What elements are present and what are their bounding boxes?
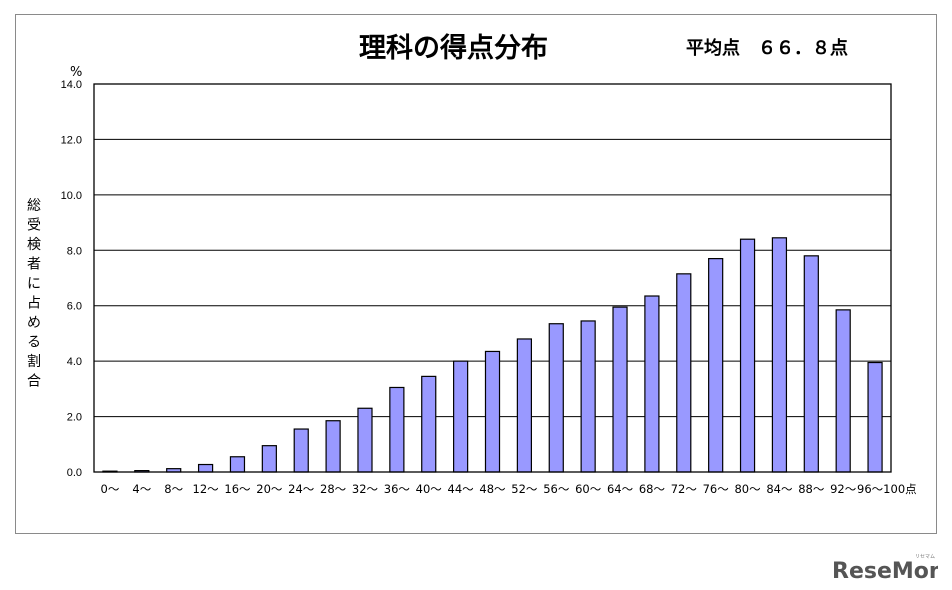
y-tick-label: 14.0	[61, 79, 82, 91]
x-tick-label: 44〜	[448, 482, 475, 496]
average-score: 平均点 ６６．８点	[686, 37, 848, 59]
bar	[389, 386, 405, 473]
y-tick-label: 10.0	[61, 190, 82, 202]
bar	[516, 338, 532, 473]
x-tick-label: 84〜	[766, 482, 793, 496]
gridlines	[94, 138, 891, 418]
x-tick-label: 28〜	[320, 482, 347, 496]
resemom-watermark: リセマム ReseMom	[832, 554, 938, 582]
watermark-logo: ReseMom	[832, 559, 938, 582]
y-axis-label-char: 合	[27, 374, 41, 390]
y-axis-unit: %	[70, 65, 82, 80]
bar	[867, 361, 883, 473]
chart-frame: 理科の得点分布 平均点 ６６．８点 % 総受検者に占める割合 0.0 2.0 4.0…	[15, 14, 937, 534]
y-tick-label: 4.0	[67, 356, 82, 368]
x-tick-label: 96〜100点	[857, 482, 917, 496]
y-tick-label: 6.0	[67, 301, 82, 313]
x-ticks: 0〜 4〜 8〜 12〜 16〜 20〜 24〜 28〜 32〜 36〜 40〜 44〜 48〜 52〜 5…	[101, 482, 917, 496]
bar	[708, 258, 724, 473]
x-tick-label: 20〜	[256, 482, 283, 496]
bar	[325, 420, 341, 473]
bar	[612, 306, 628, 473]
x-tick-label: 8〜	[164, 482, 183, 496]
y-tick-label: 8.0	[67, 245, 82, 257]
x-tick-label: 16〜	[224, 482, 251, 496]
bar	[835, 309, 851, 473]
bar	[197, 463, 214, 473]
y-axis-label-char: 検	[27, 237, 41, 253]
x-tick-label: 72〜	[671, 482, 698, 496]
bar	[676, 273, 692, 473]
bar	[261, 445, 277, 473]
bar	[421, 375, 437, 473]
y-ticks: 0.0 2.0 4.0 6.0 8.0 10.0 12.0 14.0	[61, 79, 82, 479]
x-tick-label: 80〜	[734, 482, 761, 496]
y-axis-label-char: め	[27, 315, 41, 331]
x-tick-label: 48〜	[479, 482, 506, 496]
y-axis-label-char: 者	[27, 257, 41, 273]
bar	[771, 237, 788, 473]
x-tick-label: 40〜	[416, 482, 443, 496]
x-tick-label: 64〜	[607, 482, 634, 496]
bar	[293, 428, 309, 473]
plot-area	[93, 83, 892, 473]
x-tick-label: 24〜	[288, 482, 315, 496]
bar	[357, 407, 373, 473]
x-tick-label: 56〜	[543, 482, 570, 496]
bar	[548, 323, 564, 473]
x-tick-label: 76〜	[703, 482, 730, 496]
y-tick-label: 0.0	[67, 467, 82, 479]
bar	[644, 295, 660, 473]
bar	[739, 238, 756, 473]
bar	[453, 360, 469, 473]
chart-title: 理科の得点分布	[359, 33, 548, 64]
x-tick-label: 52〜	[511, 482, 538, 496]
y-axis-label-char: 受	[27, 218, 41, 234]
bar	[580, 320, 596, 473]
y-axis-label-char: 総	[27, 198, 41, 214]
y-axis-label-char: 割	[27, 353, 41, 370]
x-tick-label: 60〜	[575, 482, 602, 496]
watermark-ruby: リセマム	[915, 554, 935, 560]
y-axis-label-char: 占	[27, 296, 41, 312]
x-tick-label: 68〜	[639, 482, 666, 496]
x-tick-label: 92〜	[830, 482, 857, 496]
bar	[484, 350, 501, 473]
y-tick-label: 12.0	[61, 134, 82, 146]
y-tick-label: 2.0	[67, 412, 82, 424]
x-tick-label: 32〜	[352, 482, 379, 496]
x-tick-label: 0〜	[101, 482, 120, 496]
x-tick-label: 4〜	[132, 482, 151, 496]
x-tick-label: 12〜	[193, 482, 220, 496]
y-axis-label-char: に	[27, 276, 41, 292]
bar	[803, 255, 819, 473]
x-tick-label: 36〜	[384, 482, 411, 496]
y-axis-label-char: る	[27, 335, 41, 351]
bars	[102, 237, 883, 473]
x-tick-label: 88〜	[798, 482, 825, 496]
bar	[229, 456, 246, 473]
